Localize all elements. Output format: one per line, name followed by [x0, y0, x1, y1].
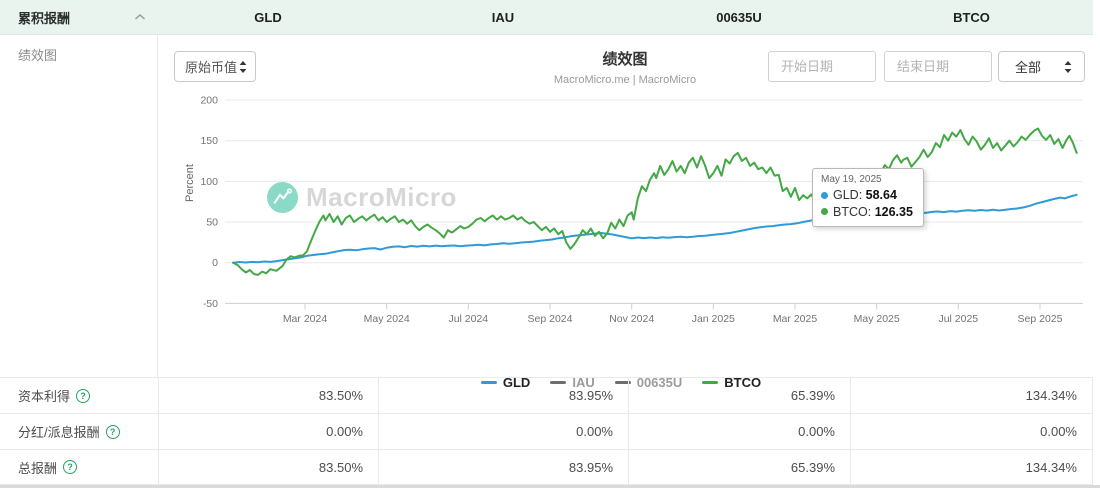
row-label: 分红/派息报酬 ?: [0, 414, 158, 449]
tooltip-label: GLD: [833, 187, 866, 204]
cell-00635u: 65.39%: [628, 378, 850, 413]
table-row-total-return: 总报酬 ? 83.50% 83.95% 65.39% 134.34%: [0, 449, 1093, 485]
legend-label: IAU: [572, 375, 595, 390]
cell-gld: 83.50%: [158, 378, 378, 413]
cell-gld: 83.50%: [158, 450, 378, 484]
row-label-text: 资本利得: [18, 389, 71, 404]
cell-btco: 134.34%: [850, 450, 1093, 484]
cell-gld: 0.00%: [158, 414, 378, 449]
x-tick-label: Sep 2025: [1018, 313, 1063, 325]
x-tick-label: Nov 2024: [609, 313, 654, 325]
up-down-arrows-icon: [1064, 60, 1072, 73]
help-icon[interactable]: ?: [105, 424, 120, 439]
row-label: 资本利得 ?: [0, 378, 158, 413]
sidebar-item-performance-chart[interactable]: 绩效图: [18, 48, 58, 63]
cumulative-return-header: 累积报酬 GLD IAU 00635U BTCO: [0, 0, 1093, 35]
horizontal-scrollbar[interactable]: [0, 485, 1100, 488]
x-tick-label: Jul 2025: [938, 313, 978, 325]
y-tick-label: -50: [203, 298, 218, 310]
column-header-iau: IAU: [491, 9, 515, 25]
start-date-input[interactable]: [768, 51, 876, 82]
series-dot-gld: [821, 191, 828, 199]
series-line-btco: [232, 127, 1078, 276]
chart-tooltip: May 19, 2025 GLD 58.64 BTCO 126.35: [812, 168, 924, 227]
series-line-gld: [232, 193, 1078, 264]
performance-line-chart: 200 150 100 50 0 -50 Mar 2024 May 2024 Jul 2024 S…: [184, 95, 1083, 325]
tooltip-row-btco: BTCO 126.35: [821, 204, 913, 221]
tooltip-row-gld: GLD 58.64: [821, 187, 913, 204]
currency-select-label: 原始币值: [185, 60, 238, 75]
table-row-capital-gain: 资本利得 ? 83.50% 83.95% 65.39% 134.34%: [0, 377, 1093, 413]
legend-item-00635u[interactable]: 00635U: [614, 375, 683, 390]
range-select-label: 全部: [1015, 60, 1042, 75]
legend-dash: [614, 381, 631, 384]
cell-iau: 0.00%: [378, 414, 628, 449]
x-tick-label: Jan 2025: [692, 313, 735, 325]
legend-dash: [480, 381, 497, 384]
chart-legend: GLD IAU 00635U BTCO: [159, 375, 1083, 390]
currency-select[interactable]: 原始币值: [174, 51, 256, 82]
cell-btco: 134.34%: [850, 378, 1093, 413]
panel-title: 累积报酬: [18, 10, 71, 26]
y-tick-label: 100: [200, 176, 218, 188]
help-icon[interactable]: ?: [63, 460, 78, 474]
tooltip-value: 58.64: [865, 188, 897, 202]
cell-btco: 0.00%: [850, 414, 1093, 449]
chart-subtitle: MacroMicro.me | MacroMicro: [553, 74, 697, 86]
sidebar: 绩效图: [0, 35, 158, 377]
cell-iau: 83.95%: [378, 378, 628, 413]
range-select[interactable]: 全部: [998, 51, 1085, 82]
legend-item-gld[interactable]: GLD: [480, 375, 531, 390]
legend-dash: [550, 381, 567, 384]
row-label: 总报酬 ?: [0, 450, 158, 484]
cell-00635u: 65.39%: [628, 450, 850, 484]
x-tick-label: May 2025: [854, 313, 900, 325]
tooltip-date: May 19, 2025: [821, 174, 882, 185]
series-dot-btco: [821, 208, 828, 216]
legend-label: GLD: [502, 375, 531, 390]
y-tick-label: 200: [200, 95, 218, 107]
tooltip-value: 126.35: [874, 204, 913, 219]
legend-item-iau[interactable]: IAU: [550, 375, 595, 390]
legend-item-btco[interactable]: BTCO: [702, 375, 761, 390]
chart-titles: 绩效图 MacroMicro.me | MacroMicro: [505, 48, 745, 86]
column-header-00635u: 00635U: [716, 9, 762, 25]
y-tick-label: 0: [212, 257, 218, 269]
chevron-up-icon[interactable]: [132, 11, 148, 23]
end-date-input[interactable]: [884, 51, 992, 82]
y-tick-label: 50: [206, 217, 218, 229]
cell-iau: 83.95%: [378, 450, 628, 484]
legend-label: 00635U: [636, 375, 683, 390]
x-tick-label: Jul 2024: [448, 313, 488, 325]
column-header-gld: GLD: [254, 9, 282, 25]
row-label-text: 总报酬: [18, 460, 58, 476]
row-label-text: 分红/派息报酬: [18, 425, 100, 440]
x-tick-label: Mar 2024: [283, 313, 328, 325]
y-axis-title: Percent: [184, 164, 196, 202]
legend-dash: [702, 381, 719, 384]
chart-title: 绩效图: [602, 51, 648, 68]
y-tick-label: 150: [200, 135, 218, 147]
x-tick-label: Mar 2025: [773, 313, 818, 325]
help-icon[interactable]: ?: [76, 388, 91, 403]
header-left: 累积报酬: [0, 0, 158, 34]
returns-table: 资本利得 ? 83.50% 83.95% 65.39% 134.34% 分红/派…: [0, 377, 1093, 485]
cell-00635u: 0.00%: [628, 414, 850, 449]
chart-section: 绩效图 200 150 100 50 0 -50 Mar 2024 May 2024 Jul 2…: [0, 35, 1100, 390]
tooltip-label: BTCO: [833, 204, 875, 221]
legend-label: BTCO: [724, 375, 762, 390]
up-down-arrows-icon: [239, 60, 247, 73]
column-header-btco: BTCO: [953, 9, 990, 25]
x-tick-label: May 2024: [364, 313, 410, 325]
x-tick-label: Sep 2024: [528, 313, 573, 325]
table-row-dividend-return: 分红/派息报酬 ? 0.00% 0.00% 0.00% 0.00%: [0, 413, 1093, 449]
